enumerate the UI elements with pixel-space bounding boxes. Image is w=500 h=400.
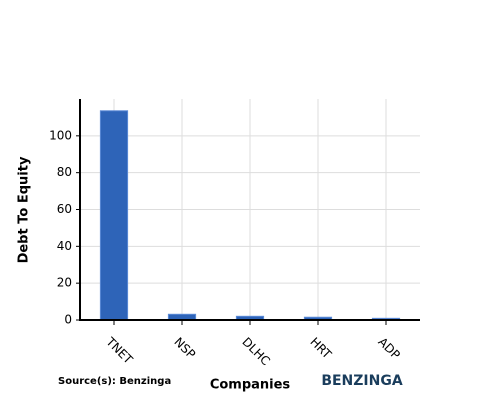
y-tick-label: 60 xyxy=(57,202,72,216)
y-tick-label: 20 xyxy=(57,276,72,290)
y-tick-label: 40 xyxy=(57,239,72,253)
bar xyxy=(99,110,129,321)
y-tick-label: 0 xyxy=(64,313,72,327)
x-tick-label: TNET xyxy=(103,334,136,367)
x-tick-label: DLHC xyxy=(239,335,272,368)
x-tick-label: ADP xyxy=(375,335,402,362)
x-axis-label: Companies xyxy=(210,378,291,393)
y-tick-label: 80 xyxy=(57,165,72,179)
y-tick-label: 100 xyxy=(49,128,72,142)
brand-logo: BENZINGA xyxy=(321,373,403,389)
source: Source(s): Benzinga xyxy=(58,376,171,387)
x-tick-label: HRT xyxy=(307,335,334,362)
y-axis-label: Debt To Equity xyxy=(17,156,32,263)
x-tick-label: NSP xyxy=(171,335,198,362)
